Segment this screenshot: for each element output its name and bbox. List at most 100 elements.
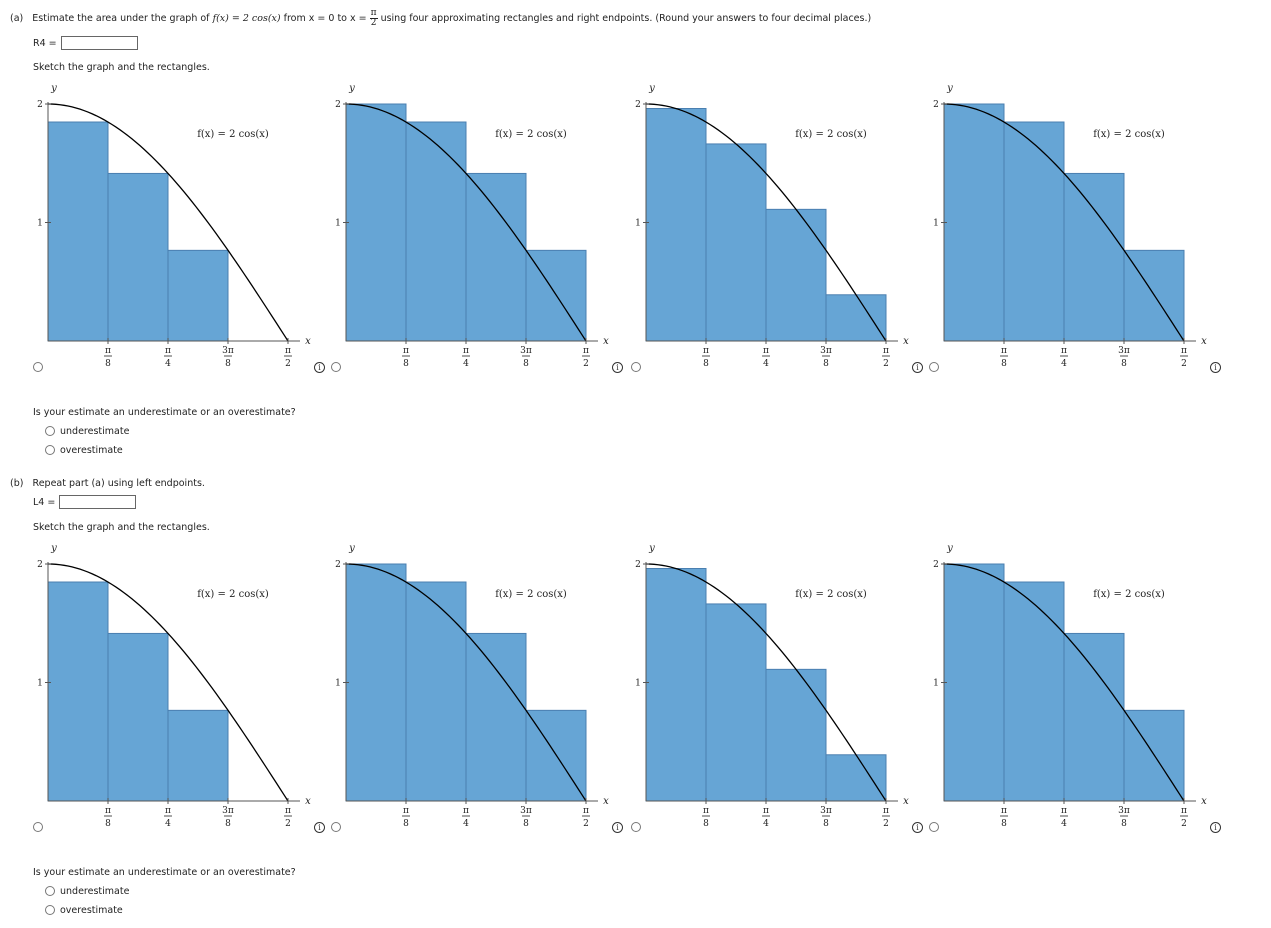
y-axis-label: y xyxy=(348,83,355,94)
part_b-graph-radio-0[interactable] xyxy=(33,822,43,832)
y-tick-label: 2 xyxy=(933,100,939,110)
info-icon[interactable]: i xyxy=(612,822,623,833)
x-tick-denominator: 8 xyxy=(703,819,709,829)
function-label: f(x) = 2 cos(x) xyxy=(795,589,867,600)
part-a-underestimate-radio[interactable] xyxy=(45,426,55,436)
approx-rectangle xyxy=(943,563,1005,802)
part-a-estimate-question: Is your estimate an underestimate or an … xyxy=(33,407,296,418)
x-axis-label: x xyxy=(1201,796,1207,807)
x-tick-denominator: 8 xyxy=(225,359,231,369)
x-tick-denominator: 2 xyxy=(285,359,291,369)
x-axis-label: x xyxy=(305,796,311,807)
x-tick-numerator: 3π xyxy=(820,806,832,816)
x-tick-numerator: π xyxy=(463,346,469,356)
part-b-label: (b) xyxy=(10,478,24,489)
info-icon[interactable]: i xyxy=(1210,822,1221,833)
approx-rectangle xyxy=(705,603,767,802)
approx-rectangle xyxy=(465,172,527,342)
x-axis-label: x xyxy=(603,336,609,347)
x-axis-label: x xyxy=(903,336,909,347)
part_a-graph-radio-3[interactable] xyxy=(929,362,939,372)
part-b-overestimate-radio[interactable] xyxy=(45,905,55,915)
r4-input[interactable] xyxy=(61,36,138,50)
info-icon[interactable]: i xyxy=(1210,362,1221,373)
part-b-estimate-question: Is your estimate an underestimate or an … xyxy=(33,867,296,878)
x-tick-label: 3π8 xyxy=(1118,806,1130,829)
approx-rectangle xyxy=(825,294,887,342)
function-label: f(x) = 2 cos(x) xyxy=(795,129,867,140)
x-tick-numerator: π xyxy=(403,806,409,816)
function-label: f(x) = 2 cos(x) xyxy=(495,129,567,140)
y-axis-label: y xyxy=(648,83,655,94)
l4-input[interactable] xyxy=(59,495,136,509)
x-tick-denominator: 8 xyxy=(823,819,829,829)
y-tick-label: 1 xyxy=(335,679,341,689)
function-label: f(x) = 2 cos(x) xyxy=(1093,129,1165,140)
x-tick-denominator: 2 xyxy=(583,819,589,829)
part-a-prompt: Estimate the area under the graph of xyxy=(32,13,213,24)
part-a-question: (a) Estimate the area under the graph of… xyxy=(10,9,871,28)
x-tick-label: π8 xyxy=(402,806,410,829)
y-tick-label: 2 xyxy=(37,100,43,110)
info-icon[interactable]: i xyxy=(912,822,923,833)
approx-rectangle xyxy=(1003,581,1065,802)
y-tick-label: 2 xyxy=(635,560,641,570)
part_a-graph-radio-2[interactable] xyxy=(631,362,641,372)
approx-rectangle xyxy=(943,103,1005,342)
function-text: f(x) = 2 cos(x) xyxy=(212,13,281,24)
y-tick-label: 1 xyxy=(635,219,641,229)
x-tick-numerator: 3π xyxy=(222,346,234,356)
x-tick-label: π8 xyxy=(402,346,410,369)
part_b-graph-radio-3[interactable] xyxy=(929,822,939,832)
approx-rectangle xyxy=(1063,172,1125,342)
x-tick-label: 3π8 xyxy=(520,346,532,369)
x-tick-numerator: π xyxy=(1181,346,1187,356)
info-icon[interactable]: i xyxy=(912,362,923,373)
x-tick-label: π4 xyxy=(762,806,770,829)
x-tick-denominator: 8 xyxy=(105,359,111,369)
part_b-graph-radio-1[interactable] xyxy=(331,822,341,832)
x-tick-denominator: 8 xyxy=(403,819,409,829)
x-tick-numerator: π xyxy=(285,346,291,356)
part-b-underestimate-radio[interactable] xyxy=(45,886,55,896)
x-tick-label: π2 xyxy=(582,806,590,829)
part_a-graph-radio-0[interactable] xyxy=(33,362,43,372)
part_a-graph-radio-1[interactable] xyxy=(331,362,341,372)
x-tick-label: 3π8 xyxy=(222,346,234,369)
y-axis-label: y xyxy=(946,83,953,94)
x-tick-denominator: 2 xyxy=(285,819,291,829)
x-axis-label: x xyxy=(1201,336,1207,347)
y-axis-label: y xyxy=(50,543,57,554)
approx-rectangle xyxy=(645,108,707,342)
approx-rectangle xyxy=(167,249,229,342)
info-icon[interactable]: i xyxy=(314,822,325,833)
part-b-prompt: Repeat part (a) using left endpoints. xyxy=(32,478,205,489)
part-a-from: from x = 0 to x = xyxy=(280,13,370,24)
y-tick-label: 2 xyxy=(335,560,341,570)
approx-rectangle xyxy=(645,568,707,802)
info-icon[interactable]: i xyxy=(314,362,325,373)
approx-rectangle xyxy=(765,208,827,342)
y-tick-label: 2 xyxy=(335,100,341,110)
info-icon[interactable]: i xyxy=(612,362,623,373)
x-tick-numerator: π xyxy=(463,806,469,816)
x-tick-label: π4 xyxy=(164,806,172,829)
y-axis-label: y xyxy=(946,543,953,554)
part-a-overestimate-radio[interactable] xyxy=(45,445,55,455)
x-axis-label: x xyxy=(305,336,311,347)
part-b-sketch-label: Sketch the graph and the rectangles. xyxy=(33,522,210,533)
x-tick-numerator: π xyxy=(165,346,171,356)
approx-rectangle xyxy=(107,172,169,342)
x-tick-denominator: 2 xyxy=(883,819,889,829)
part_b-graph-radio-2[interactable] xyxy=(631,822,641,832)
x-tick-numerator: π xyxy=(285,806,291,816)
approx-rectangle xyxy=(405,581,467,802)
y-tick-label: 1 xyxy=(933,679,939,689)
approx-rectangle xyxy=(345,563,407,802)
function-curve xyxy=(47,563,289,802)
x-tick-denominator: 8 xyxy=(703,359,709,369)
